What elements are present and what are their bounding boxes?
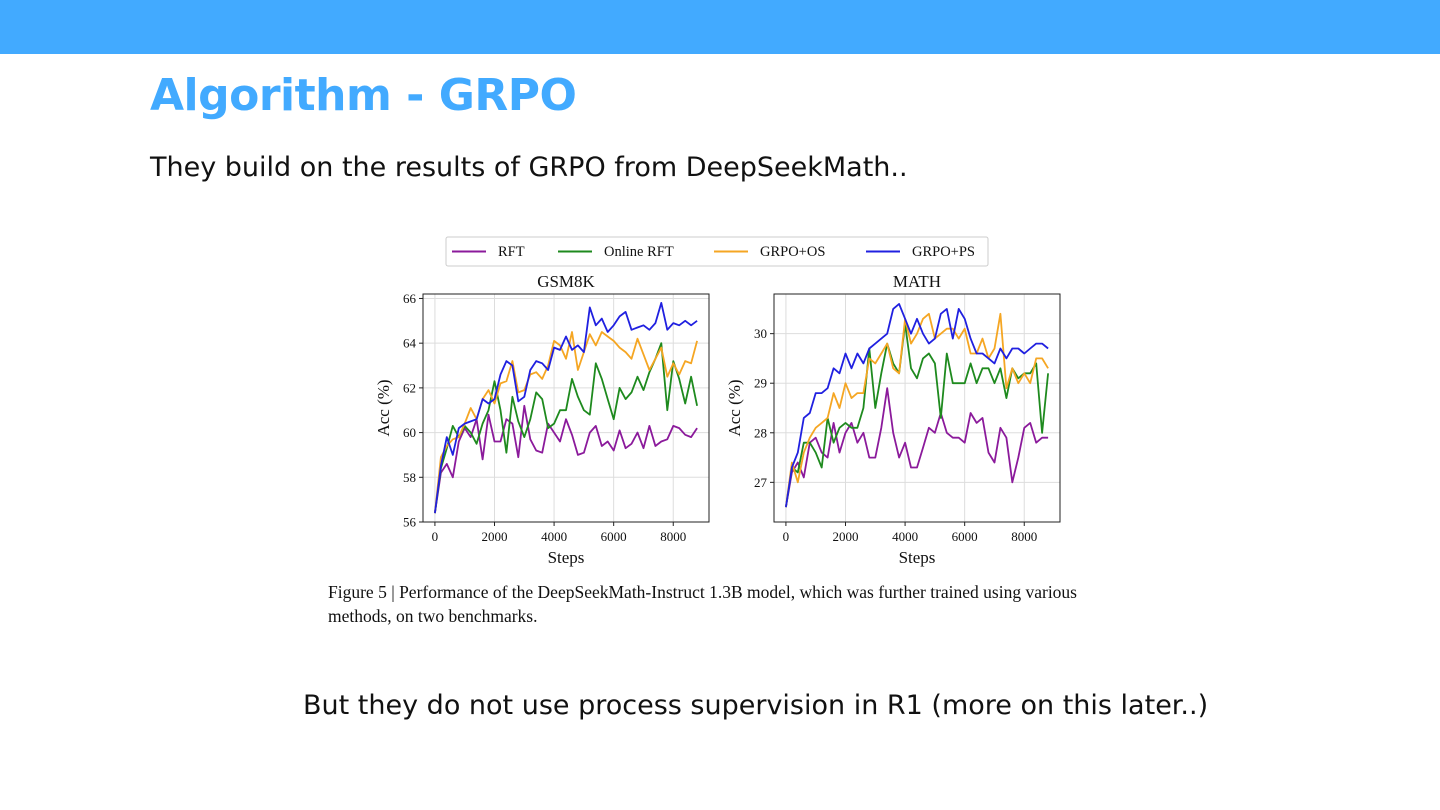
math-x-tick-label: 0 (783, 529, 790, 544)
gsm8k-x-tick-label: 2000 (482, 529, 508, 544)
gsm8k-x-tick-label: 6000 (601, 529, 627, 544)
math-y-tick-label: 30 (754, 326, 767, 341)
slide-footer-note: But they do not use process supervision … (303, 690, 1209, 721)
gsm8k-series-rft (434, 404, 698, 514)
gsm8k-chart: 0 2000 4000 6000 8000 56 58 60 62 64 66 GSM8K Steps A… (374, 272, 710, 567)
gsm8k-x-tick-label: 8000 (660, 529, 686, 544)
math-chart-title: MATH (893, 272, 941, 291)
math-x-axis-label: Steps (899, 548, 936, 567)
math-y-tick-label: 28 (754, 425, 767, 440)
math-x-tick-label: 4000 (892, 529, 918, 544)
legend-label-grpo-os: GRPO+OS (760, 244, 825, 260)
gsm8k-x-axis-label: Steps (548, 548, 585, 567)
chart-legend: RFT Online RFT GRPO+OS GRPO+PS (445, 236, 989, 267)
math-series-grpo-ps (785, 302, 1049, 508)
legend-label-grpo-ps: GRPO+PS (912, 244, 975, 260)
legend-label-online-rft: Online RFT (604, 244, 674, 260)
math-series-grpo-os (785, 312, 1049, 508)
gsm8k-plot-frame (422, 293, 710, 523)
math-x-tick-label: 2000 (833, 529, 859, 544)
gsm8k-y-tick-label: 56 (403, 515, 417, 530)
figure-charts: RFT Online RFT GRPO+OS GRPO+PS 0 2000 4000 600… (374, 236, 1061, 567)
math-chart: 0 2000 4000 6000 8000 27 28 29 30 MATH Steps Acc (%… (725, 272, 1061, 567)
math-y-tick-label: 27 (754, 475, 768, 490)
gsm8k-y-tick-label: 58 (403, 470, 416, 485)
math-y-tick-label: 29 (754, 376, 767, 391)
gsm8k-x-tick-label: 0 (432, 529, 439, 544)
top-accent-bar (0, 0, 1440, 54)
gsm8k-y-tick-label: 60 (403, 425, 416, 440)
legend-label-rft: RFT (498, 244, 525, 260)
math-series-online-rft (785, 322, 1049, 508)
math-x-tick-label: 6000 (952, 529, 978, 544)
gsm8k-chart-title: GSM8K (537, 272, 595, 291)
gsm8k-y-tick-label: 62 (403, 380, 416, 395)
gsm8k-y-axis-label: Acc (%) (374, 379, 393, 436)
figure-caption: Figure 5 | Performance of the DeepSeekMa… (328, 582, 1077, 626)
slide-subtitle: They build on the results of GRPO from D… (150, 152, 908, 183)
gsm8k-x-tick-label: 4000 (541, 529, 567, 544)
math-series-rft (785, 387, 1049, 508)
slide-title: Algorithm - GRPO (150, 70, 577, 121)
gsm8k-y-tick-label: 66 (403, 291, 417, 306)
gsm8k-y-tick-label: 64 (403, 336, 417, 351)
math-y-axis-label: Acc (%) (725, 379, 744, 436)
math-x-tick-label: 8000 (1011, 529, 1037, 544)
math-plot-frame (773, 293, 1061, 523)
gsm8k-series-grpo-ps (434, 301, 698, 514)
